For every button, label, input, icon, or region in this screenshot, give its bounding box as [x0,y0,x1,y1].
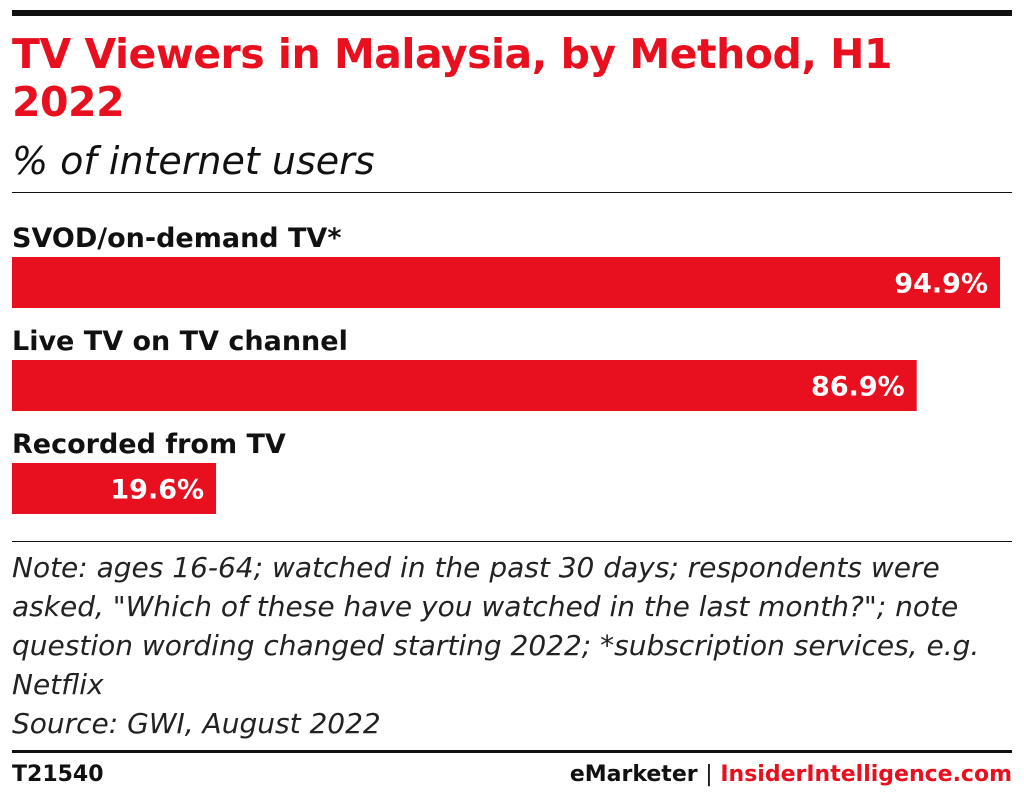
value-label-live-tv: 86.9% [811,372,905,403]
category-label-live-tv: Live TV on TV channel [12,326,348,357]
top-rule [12,10,1012,16]
footer-rule [12,750,1012,753]
chart-title: TV Viewers in Malaysia, by Method, H1 20… [12,30,893,126]
footer: T21540 eMarketer | InsiderIntelligence.c… [12,760,1012,790]
footer-credits: eMarketer | InsiderIntelligence.com [570,760,1012,790]
value-label-recorded: 19.6% [110,475,204,506]
chart-divider [12,541,1012,542]
bar-recorded [12,463,217,514]
footer-separator: | [705,762,713,787]
category-label-svod: SVOD/on-demand TV* [12,223,341,254]
source-text: Source: GWI, August 2022 [12,707,381,740]
chart-subtitle: % of internet users [12,139,375,183]
chart-notes: Note: ages 16-64; watched in the past 30… [12,548,1012,743]
bar-svod [12,257,1000,308]
bar-live-tv [12,360,917,411]
bar-chart: SVOD/on-demand TV* 94.9% Live TV on TV cha… [12,223,1000,514]
header-divider [12,192,1012,193]
brand-name: eMarketer [569,762,698,787]
site-link[interactable]: InsiderIntelligence.com [720,762,1012,787]
note-text: Note: ages 16-64; watched in the past 30… [12,551,980,701]
chart-id: T21540 [12,762,104,787]
value-label-svod: 94.9% [894,269,988,300]
category-label-recorded: Recorded from TV [12,429,286,460]
